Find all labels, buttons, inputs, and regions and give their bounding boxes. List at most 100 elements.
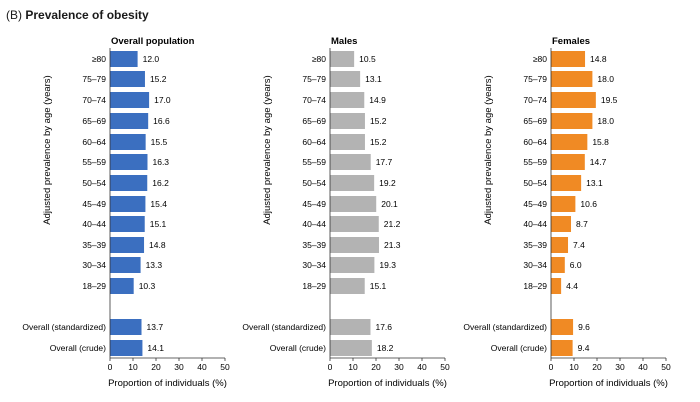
overall-x-axis-label: Proportion of individuals (%) [108, 378, 227, 389]
females-x-axis-label: Proportion of individuals (%) [549, 378, 668, 389]
overall-bar [110, 216, 145, 232]
overall-value-label: 15.1 [150, 219, 167, 229]
males-value-label: 15.2 [370, 137, 387, 147]
males-value-label: 15.2 [370, 116, 387, 126]
females-bar [551, 257, 565, 273]
overall-category-label: 30–34 [82, 260, 106, 270]
figure-title: (B) Prevalence of obesity [6, 8, 149, 22]
overall-value-label: 16.6 [153, 116, 170, 126]
overall-x-tick-label: 40 [197, 362, 207, 372]
females-bar [551, 216, 572, 232]
males-value-label: 19.2 [379, 178, 396, 188]
males-value-label: 21.3 [384, 240, 401, 250]
overall-category-label: 65–69 [82, 116, 106, 126]
males-category-label: 30–34 [302, 260, 326, 270]
overall-category-label: 60–64 [82, 137, 106, 147]
overall-bar [110, 92, 150, 108]
overall-bar [110, 71, 145, 87]
females-category-label: 18–29 [523, 281, 547, 291]
males-value-label: 17.7 [376, 157, 393, 167]
females-bar [551, 134, 588, 150]
males-bar [330, 196, 377, 212]
males-bar [330, 278, 365, 294]
females-y-axis-label: Adjusted prevalence by age (years) [483, 75, 494, 224]
overall-category-label: 75–79 [82, 74, 106, 84]
males-category-label: 65–69 [302, 116, 326, 126]
overall-category-label: 55–59 [82, 157, 106, 167]
females-category-label: Overall (crude) [491, 343, 547, 353]
overall-x-tick-label: 50 [220, 362, 230, 372]
overall-bar [110, 196, 146, 212]
females-value-label: 13.1 [586, 178, 603, 188]
males-y-axis-label: Adjusted prevalence by age (years) [262, 75, 273, 224]
overall-panel-title: Overall population [111, 36, 195, 47]
overall-bar [110, 175, 148, 191]
overall-value-label: 13.3 [146, 260, 163, 270]
overall-value-label: 16.3 [152, 157, 169, 167]
males-bar [330, 71, 361, 87]
males-x-tick-label: 40 [417, 362, 427, 372]
overall-bar [110, 134, 146, 150]
males-bar [330, 257, 375, 273]
females-x-tick-label: 40 [638, 362, 648, 372]
males-category-label: 50–54 [302, 178, 326, 188]
overall-category-label: ≥80 [92, 54, 106, 64]
males-bar [330, 175, 375, 191]
males-bar [330, 237, 379, 253]
males-x-axis-label: Proportion of individuals (%) [328, 378, 447, 389]
females-value-label: 6.0 [570, 260, 582, 270]
males-x-tick-label: 10 [348, 362, 358, 372]
overall-value-label: 16.2 [152, 178, 169, 188]
males-bar [330, 216, 379, 232]
females-bar [551, 175, 582, 191]
overall-category-label: 18–29 [82, 281, 106, 291]
overall-category-label: 35–39 [82, 240, 106, 250]
overall-bar [110, 319, 142, 335]
females-x-tick-label: 20 [592, 362, 602, 372]
females-value-label: 18.0 [597, 116, 614, 126]
females-x-tick-label: 0 [549, 362, 554, 372]
overall-value-label: 13.7 [147, 322, 164, 332]
overall-value-label: 17.0 [154, 95, 171, 105]
overall-value-label: 12.0 [143, 54, 160, 64]
overall-x-tick-label: 30 [174, 362, 184, 372]
females-bar [551, 319, 574, 335]
overall-x-tick-label: 20 [151, 362, 161, 372]
males-category-label: 40–44 [302, 219, 326, 229]
females-value-label: 4.4 [566, 281, 578, 291]
females-value-label: 8.7 [576, 219, 588, 229]
females-bar [551, 237, 569, 253]
overall-value-label: 15.5 [151, 137, 168, 147]
overall-value-label: 15.2 [150, 74, 167, 84]
females-value-label: 15.8 [592, 137, 609, 147]
females-bar [551, 340, 573, 356]
males-category-label: Overall (crude) [270, 343, 326, 353]
females-bar [551, 113, 593, 129]
females-value-label: 9.4 [578, 343, 590, 353]
females-bar [551, 154, 585, 170]
females-panel-title: Females [552, 36, 590, 47]
overall-category-label: 50–54 [82, 178, 106, 188]
males-category-label: 60–64 [302, 137, 326, 147]
females-category-label: 55–59 [523, 157, 547, 167]
females-value-label: 9.6 [578, 322, 590, 332]
males-category-label: 35–39 [302, 240, 326, 250]
females-category-label: 70–74 [523, 95, 547, 105]
overall-value-label: 15.4 [150, 199, 167, 209]
overall-bar [110, 51, 138, 67]
females-x-tick-label: 30 [615, 362, 625, 372]
females-category-label: 50–54 [523, 178, 547, 188]
males-category-label: 55–59 [302, 157, 326, 167]
males-category-label: ≥80 [312, 54, 326, 64]
females-bar [551, 71, 593, 87]
females-value-label: 10.6 [580, 199, 597, 209]
males-category-label: 75–79 [302, 74, 326, 84]
females-bar [551, 92, 596, 108]
males-category-label: 70–74 [302, 95, 326, 105]
overall-category-label: 40–44 [82, 219, 106, 229]
overall-bar [110, 237, 145, 253]
males-bar [330, 113, 365, 129]
males-x-tick-label: 30 [394, 362, 404, 372]
males-x-tick-label: 50 [440, 362, 450, 372]
